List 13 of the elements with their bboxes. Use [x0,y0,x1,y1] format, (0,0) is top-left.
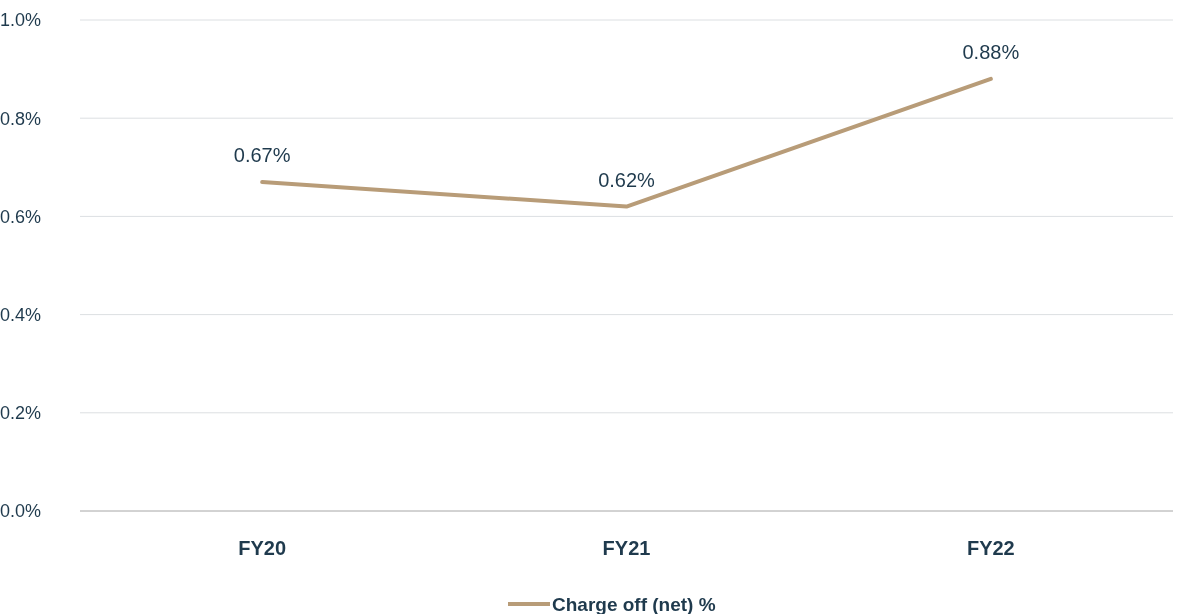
data-label: 0.62% [598,168,656,191]
legend-label: Charge off (net) % [552,593,716,614]
data-label: 0.88% [962,40,1020,63]
x-tick-label: FY20 [238,537,287,559]
x-tick-label: FY22 [966,537,1015,559]
y-tick-label: 0.4% [0,304,42,325]
y-tick-label: 0.0% [0,501,42,522]
x-tick-label: FY21 [602,537,651,559]
data-label: 0.67% [233,144,291,167]
y-tick-label: 0.8% [0,108,42,129]
y-tick-label: 0.2% [0,403,42,424]
y-tick-label: 0.6% [0,206,42,227]
y-tick-label: 1.0% [0,10,42,31]
